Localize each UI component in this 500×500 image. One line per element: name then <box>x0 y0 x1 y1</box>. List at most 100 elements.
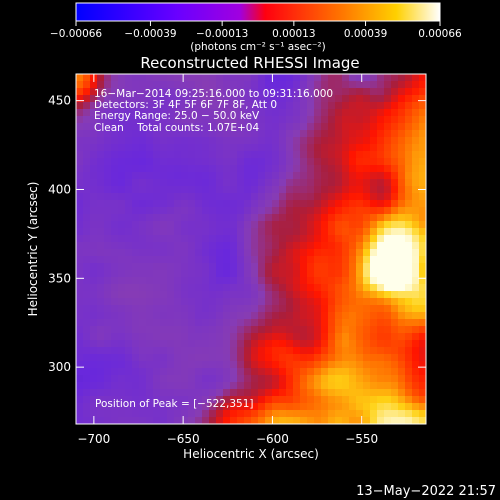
heatmap-cell <box>202 158 210 166</box>
heatmap-cell <box>377 298 385 306</box>
heatmap-cell <box>104 417 112 425</box>
heatmap-cell <box>97 172 105 180</box>
heatmap-cell <box>272 123 280 131</box>
heatmap-cell <box>377 389 385 397</box>
heatmap-cell <box>167 151 175 159</box>
heatmap-cell <box>223 95 231 103</box>
heatmap-cell <box>349 417 357 425</box>
heatmap-cell <box>139 214 147 222</box>
heatmap-cell <box>76 172 84 180</box>
heatmap-cell <box>167 256 175 264</box>
heatmap-cell <box>76 151 84 159</box>
heatmap-cell <box>328 116 336 124</box>
heatmap-cell <box>258 340 266 348</box>
heatmap-cell <box>132 193 140 201</box>
heatmap-cell <box>223 123 231 131</box>
heatmap-cell <box>125 123 133 131</box>
annotation-clean: Clean Total counts: 1.07E+04 <box>94 122 259 134</box>
heatmap-cell <box>209 263 217 271</box>
heatmap-cell <box>244 144 252 152</box>
heatmap-cell <box>237 235 245 243</box>
heatmap-cell <box>328 249 336 257</box>
heatmap-cell <box>412 81 420 89</box>
heatmap-cell <box>139 235 147 243</box>
heatmap-cell <box>244 319 252 327</box>
heatmap-cell <box>146 249 154 257</box>
heatmap-cell <box>349 375 357 383</box>
heatmap-cell <box>146 102 154 110</box>
heatmap-cell <box>363 186 371 194</box>
heatmap-cell <box>188 102 196 110</box>
heatmap-cell <box>125 102 133 110</box>
heatmap-cell <box>314 123 322 131</box>
heatmap-cell <box>97 319 105 327</box>
heatmap-cell <box>230 333 238 341</box>
heatmap-cell <box>209 116 217 124</box>
heatmap-cell <box>405 249 413 257</box>
heatmap-cell <box>118 179 126 187</box>
heatmap-cell <box>230 319 238 327</box>
heatmap-cell <box>216 102 224 110</box>
heatmap-cell <box>83 81 91 89</box>
heatmap-cell <box>307 347 315 355</box>
heatmap-cell <box>174 130 182 138</box>
heatmap-cell <box>160 361 168 369</box>
heatmap-cell <box>111 382 119 390</box>
heatmap-cell <box>258 270 266 278</box>
heatmap-cell <box>321 417 329 425</box>
heatmap-cell <box>321 347 329 355</box>
heatmap-cell <box>349 200 357 208</box>
heatmap-cell <box>118 410 126 418</box>
heatmap-cell <box>370 403 378 411</box>
heatmap-cell <box>104 277 112 285</box>
heatmap-cell <box>132 368 140 376</box>
heatmap-cell <box>363 130 371 138</box>
heatmap-cell <box>307 158 315 166</box>
heatmap-cell <box>167 116 175 124</box>
heatmap-cell <box>328 200 336 208</box>
heatmap-cell <box>237 158 245 166</box>
heatmap-cell <box>244 200 252 208</box>
heatmap-cell <box>104 102 112 110</box>
heatmap-cell <box>244 109 252 117</box>
heatmap-cell <box>419 396 427 404</box>
heatmap-cell <box>139 312 147 320</box>
heatmap-cell <box>328 354 336 362</box>
heatmap-cell <box>244 221 252 229</box>
heatmap-cell <box>328 340 336 348</box>
heatmap-image <box>76 74 427 425</box>
heatmap-cell <box>146 186 154 194</box>
heatmap-cell <box>209 403 217 411</box>
heatmap-cell <box>174 242 182 250</box>
heatmap-cell <box>419 109 427 117</box>
heatmap-cell <box>342 333 350 341</box>
heatmap-cell <box>132 410 140 418</box>
heatmap-cell <box>202 361 210 369</box>
heatmap-cell <box>293 214 301 222</box>
heatmap-cell <box>202 137 210 145</box>
heatmap-cell <box>195 137 203 145</box>
heatmap-cell <box>370 326 378 334</box>
heatmap-cell <box>181 417 189 425</box>
heatmap-cell <box>265 326 273 334</box>
heatmap-cell <box>244 333 252 341</box>
heatmap-cell <box>174 410 182 418</box>
heatmap-cell <box>188 396 196 404</box>
heatmap-cell <box>251 81 259 89</box>
heatmap-cell <box>279 340 287 348</box>
heatmap-cell <box>160 130 168 138</box>
heatmap-cell <box>300 263 308 271</box>
heatmap-cell <box>83 88 91 96</box>
heatmap-cell <box>300 340 308 348</box>
heatmap-cell <box>321 165 329 173</box>
heatmap-cell <box>118 109 126 117</box>
heatmap-cell <box>146 165 154 173</box>
heatmap-cell <box>97 137 105 145</box>
heatmap-cell <box>146 81 154 89</box>
heatmap-cell <box>293 319 301 327</box>
heatmap-cell <box>188 347 196 355</box>
heatmap-cell <box>363 368 371 376</box>
heatmap-cell <box>209 109 217 117</box>
heatmap-cell <box>377 207 385 215</box>
heatmap-cell <box>286 403 294 411</box>
